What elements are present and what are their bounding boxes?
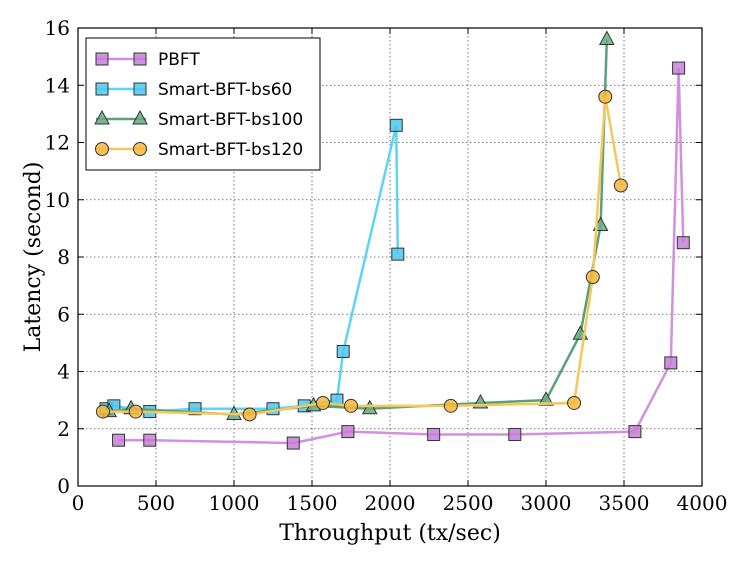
data-point xyxy=(128,404,143,419)
y-tick-label: 16 xyxy=(45,16,70,40)
data-point xyxy=(112,433,126,447)
legend-marker xyxy=(133,142,147,156)
x-tick-label: 1000 xyxy=(209,491,260,515)
x-tick-label: 4000 xyxy=(677,491,728,515)
legend-marker xyxy=(95,82,109,96)
data-point xyxy=(508,427,522,441)
series-smart-bft-bs120 xyxy=(95,89,628,422)
series-pbft xyxy=(112,61,690,450)
legend-marker xyxy=(95,52,109,66)
data-point xyxy=(664,356,678,370)
legend-marker xyxy=(132,109,148,125)
y-tick-label: 0 xyxy=(57,474,70,498)
series-line xyxy=(118,68,685,445)
y-tick-label: 8 xyxy=(57,245,70,269)
data-point xyxy=(344,398,358,413)
y-axis-title: Latency (second) xyxy=(21,162,46,353)
data-point xyxy=(676,236,690,250)
legend-entry: Smart-BFT-bs60 xyxy=(95,80,292,100)
x-tick-label: 3000 xyxy=(521,491,572,515)
x-tick-label: 0 xyxy=(72,491,85,515)
data-point xyxy=(628,425,642,439)
legend-marker xyxy=(95,142,109,156)
x-tick-label: 2500 xyxy=(443,491,494,515)
x-tick-label: 1500 xyxy=(287,491,338,515)
legend-entry: Smart-BFT-bs120 xyxy=(95,140,303,160)
y-tick-label: 6 xyxy=(57,302,70,326)
data-point xyxy=(143,433,157,447)
legend-marker xyxy=(94,109,110,125)
data-point xyxy=(336,344,350,358)
data-point xyxy=(585,270,600,285)
data-point xyxy=(538,391,554,406)
x-axis-title: Throughput (tx/sec) xyxy=(279,521,501,546)
legend-label: PBFT xyxy=(158,50,200,70)
data-point xyxy=(567,395,582,410)
legend-marker xyxy=(133,52,147,66)
data-point xyxy=(443,398,458,413)
legend-entry: PBFT xyxy=(95,50,200,70)
data-point xyxy=(598,89,613,104)
series-line xyxy=(102,96,623,416)
data-point xyxy=(599,30,615,45)
legend-marker xyxy=(133,82,147,96)
data-point xyxy=(341,425,355,439)
data-point xyxy=(315,395,330,410)
x-tick-label: 500 xyxy=(137,491,175,515)
legend-label: Smart-BFT-bs60 xyxy=(158,80,292,100)
y-tick-label: 2 xyxy=(57,417,70,441)
data-point xyxy=(286,436,300,450)
legend-label: Smart-BFT-bs120 xyxy=(158,140,303,160)
data-point xyxy=(613,178,628,193)
legend-entry: Smart-BFT-bs100 xyxy=(94,109,303,130)
series-layer xyxy=(95,30,690,450)
legend-label: Smart-BFT-bs100 xyxy=(158,110,303,130)
data-point xyxy=(391,247,405,261)
x-tick-label: 3500 xyxy=(599,491,650,515)
data-point xyxy=(95,404,110,419)
legend: PBFT Smart-BFT-bs60 Smart-BFT-bs100 Smart-B… xyxy=(85,37,321,171)
data-point xyxy=(427,427,441,441)
data-point xyxy=(361,399,378,415)
y-tick-label: 4 xyxy=(57,360,70,384)
data-point xyxy=(672,61,686,75)
y-tick-label: 14 xyxy=(45,73,70,97)
x-tick-label: 2000 xyxy=(365,491,416,515)
data-point xyxy=(242,407,257,422)
y-tick-label: 12 xyxy=(45,131,70,155)
y-tick-label: 10 xyxy=(45,188,70,212)
tick-layer: 0 500 1000 1500 2000 2500 3000 3500 4000 0 2 4 6 8 10 1… xyxy=(45,16,728,515)
data-point xyxy=(389,118,403,132)
